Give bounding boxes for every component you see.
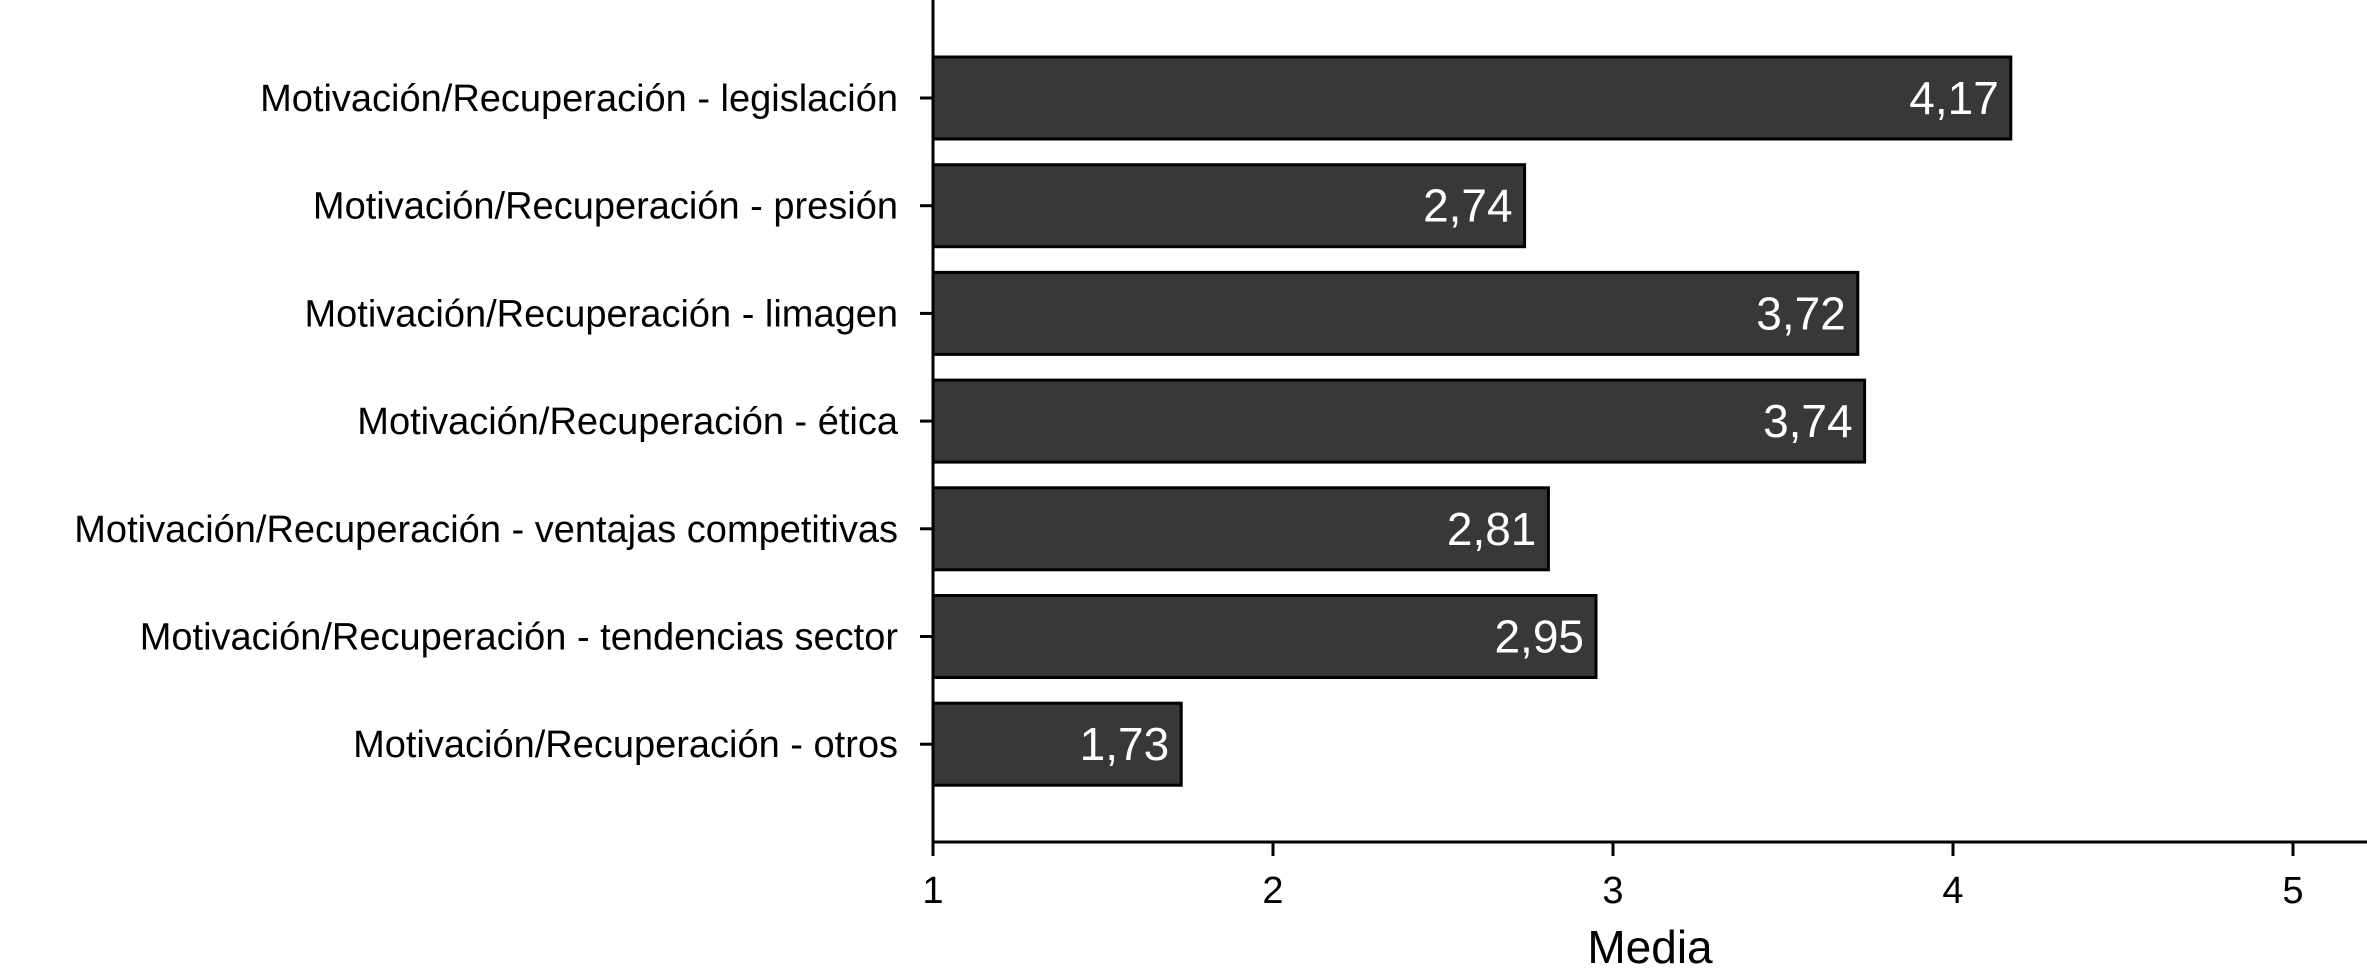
category-label: Motivación/Recuperación - ventajas compe… [74,509,898,551]
category-label: Motivación/Recuperación - limagen [304,293,898,335]
category-label: Motivación/Recuperación - legislación [260,78,898,120]
category-label: Motivación/Recuperación - otros [353,724,898,766]
bar-value-label: 3,72 [1756,287,1846,339]
category-label: Motivación/Recuperación - presión [313,186,898,228]
x-tick-label: 2 [1262,870,1283,912]
category-label: Motivación/Recuperación - tendencias sec… [140,617,899,659]
x-ticks-group: 1 2 3 4 5 [922,842,2304,912]
bar [931,378,1867,464]
x-tick-label: 1 [922,870,943,912]
bar [931,163,1527,249]
value-labels-group: 4,17 2,74 3,72 3,74 2,81 2,95 1,73 [1080,72,1999,770]
bar [931,55,2013,141]
bars-group [931,55,2013,787]
bar-value-label: 4,17 [1909,72,1999,124]
bar [931,701,1183,787]
x-tick-label: 4 [1942,870,1963,912]
x-tick-label: 5 [2282,870,2303,912]
x-axis-title: Media [1587,921,1713,973]
bar-value-label: 2,81 [1447,503,1537,555]
y-ticks-group [920,96,933,746]
category-labels-group: Motivación/Recuperación - legislación Mot… [74,78,899,766]
bar [931,270,1860,356]
category-label: Motivación/Recuperación - ética [357,401,899,443]
bar [931,486,1550,572]
x-tick-label: 3 [1602,870,1623,912]
bar-value-label: 3,74 [1763,395,1853,447]
bar-value-label: 2,95 [1494,611,1584,663]
bar-value-label: 1,73 [1080,718,1170,770]
bar-value-label: 2,74 [1423,180,1513,232]
